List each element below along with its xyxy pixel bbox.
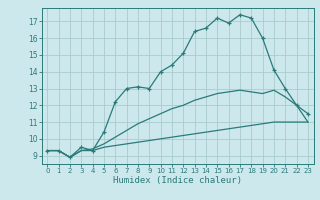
X-axis label: Humidex (Indice chaleur): Humidex (Indice chaleur): [113, 176, 242, 185]
